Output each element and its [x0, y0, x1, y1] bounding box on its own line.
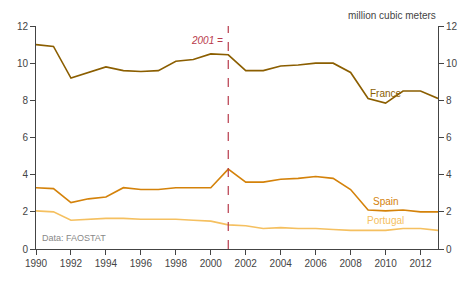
svg-text:1998: 1998 [165, 258, 188, 269]
svg-text:1996: 1996 [130, 258, 153, 269]
svg-text:6: 6 [22, 132, 28, 143]
svg-text:2: 2 [446, 206, 452, 217]
svg-text:2010: 2010 [374, 258, 397, 269]
svg-text:1990: 1990 [25, 258, 48, 269]
svg-text:2001 =: 2001 = [191, 35, 223, 46]
svg-text:2000: 2000 [200, 258, 223, 269]
svg-text:Portugal: Portugal [367, 215, 404, 226]
svg-text:1992: 1992 [60, 258, 83, 269]
svg-text:France: France [370, 88, 402, 99]
svg-text:10: 10 [446, 58, 458, 69]
svg-text:2002: 2002 [235, 258, 258, 269]
svg-text:million cubic meters: million cubic meters [348, 10, 436, 21]
svg-text:0: 0 [446, 244, 452, 255]
svg-text:12: 12 [17, 21, 29, 32]
svg-text:4: 4 [446, 169, 452, 180]
svg-text:10: 10 [17, 58, 29, 69]
svg-text:2008: 2008 [339, 258, 362, 269]
svg-text:8: 8 [22, 95, 28, 106]
svg-text:6: 6 [446, 132, 452, 143]
svg-text:1994: 1994 [95, 258, 118, 269]
svg-text:0: 0 [22, 244, 28, 255]
svg-text:2: 2 [22, 206, 28, 217]
svg-text:Spain: Spain [373, 196, 399, 207]
svg-text:2006: 2006 [305, 258, 328, 269]
svg-text:2004: 2004 [270, 258, 293, 269]
svg-text:Data: FAOSTAT: Data: FAOSTAT [42, 233, 106, 243]
svg-text:4: 4 [22, 169, 28, 180]
svg-text:2012: 2012 [409, 258, 432, 269]
svg-text:12: 12 [446, 21, 458, 32]
svg-text:8: 8 [446, 95, 452, 106]
